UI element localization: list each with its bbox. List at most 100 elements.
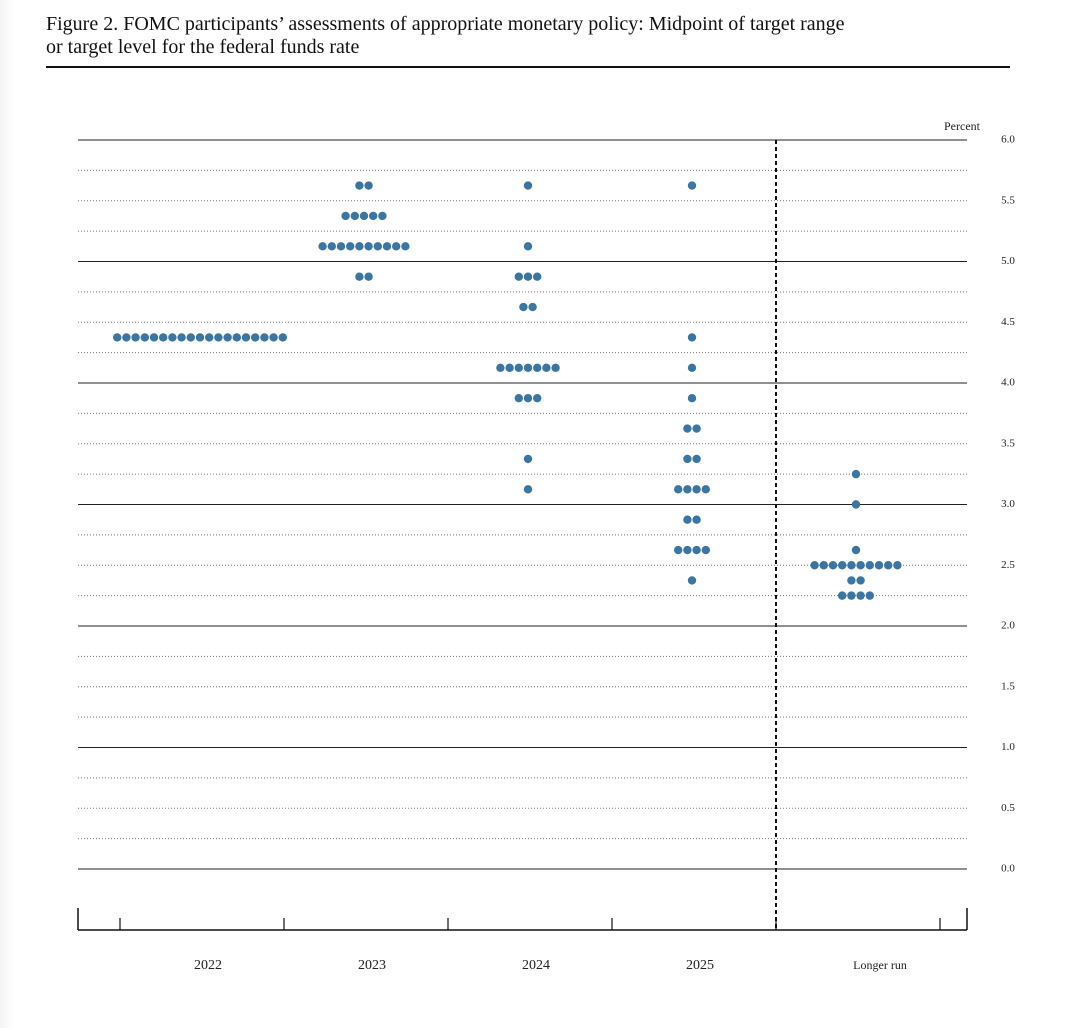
dot <box>687 181 697 190</box>
y-tick-label: 5.5 <box>1001 194 1015 206</box>
dot <box>392 242 401 251</box>
dot <box>692 424 701 433</box>
dot <box>674 485 683 494</box>
dot <box>851 500 861 509</box>
dot <box>131 333 140 342</box>
y-tick-label: 0.5 <box>1001 802 1015 814</box>
dot <box>355 272 364 281</box>
dot <box>856 576 865 585</box>
dot <box>346 242 355 251</box>
dot <box>893 561 902 570</box>
dot <box>851 545 861 555</box>
dot <box>865 591 874 600</box>
dot <box>159 333 168 342</box>
y-tick-label: 5.0 <box>1001 255 1015 267</box>
dot <box>838 561 847 570</box>
dot <box>865 561 874 570</box>
dot <box>214 333 223 342</box>
dot <box>232 333 241 342</box>
dot <box>701 545 710 555</box>
dot <box>819 561 828 570</box>
dot <box>683 424 692 433</box>
dot <box>373 242 382 251</box>
dot <box>838 591 847 600</box>
dot <box>341 211 350 221</box>
dot <box>874 561 884 570</box>
dot <box>683 545 692 555</box>
dot <box>847 561 856 570</box>
y-tick-label: 4.5 <box>1001 316 1015 328</box>
dot <box>514 363 523 373</box>
y-tick-label: 1.5 <box>1001 680 1015 692</box>
dot <box>683 515 692 524</box>
dot <box>523 485 533 494</box>
dot <box>205 333 214 342</box>
dot <box>528 302 537 312</box>
dot <box>327 242 336 251</box>
dot <box>674 545 683 555</box>
dot <box>687 363 697 373</box>
dot <box>122 333 131 342</box>
x-tick-label: 2023 <box>358 958 386 973</box>
dot <box>701 485 710 494</box>
y-tick-label: 3.5 <box>1001 437 1015 449</box>
x-tick-label: 2025 <box>686 958 714 973</box>
dot <box>828 561 838 570</box>
dot <box>692 545 701 555</box>
dot <box>847 576 856 585</box>
dot <box>810 561 819 570</box>
dot <box>496 363 505 373</box>
dot <box>551 363 560 373</box>
dot <box>336 242 346 251</box>
dot <box>519 302 528 312</box>
dot <box>542 363 551 373</box>
dot <box>369 211 378 221</box>
dot <box>241 333 251 342</box>
dot <box>533 393 542 403</box>
dot <box>683 454 692 464</box>
dot <box>318 242 327 251</box>
y-axis-label: Percent <box>944 119 981 133</box>
dot <box>382 242 392 251</box>
dot <box>523 272 533 281</box>
y-tick-label: 4.0 <box>1001 377 1015 389</box>
dot <box>401 242 410 251</box>
dot <box>355 181 364 190</box>
x-tick-label: 2024 <box>522 958 550 973</box>
y-tick-label: 2.5 <box>1001 559 1015 571</box>
dot <box>687 576 697 585</box>
dot <box>278 333 287 342</box>
dot <box>514 393 523 403</box>
dot <box>523 363 533 373</box>
dot <box>523 393 533 403</box>
dot <box>505 363 514 373</box>
dot <box>359 211 369 221</box>
dot <box>687 393 697 403</box>
dot <box>692 515 701 524</box>
dot <box>533 272 542 281</box>
dot <box>168 333 177 342</box>
dot <box>269 333 278 342</box>
y-tick-label: 3.0 <box>1001 498 1015 510</box>
dot <box>378 211 387 221</box>
y-tick-label: 6.0 <box>1001 134 1015 146</box>
dot <box>186 333 195 342</box>
dot <box>364 272 373 281</box>
dot <box>884 561 893 570</box>
title-rule <box>46 66 1010 68</box>
dot <box>692 485 701 494</box>
dot <box>113 333 122 342</box>
dot <box>687 333 697 342</box>
dot <box>692 454 701 464</box>
dot <box>350 211 359 221</box>
dot <box>533 363 542 373</box>
dot <box>149 333 159 342</box>
chart-title: Figure 2. FOMC participants’ assessments… <box>46 13 845 58</box>
x-tick-label: 2022 <box>194 958 222 973</box>
dot <box>851 469 861 479</box>
dot <box>523 454 533 464</box>
dot <box>355 242 364 251</box>
dot <box>523 181 533 190</box>
